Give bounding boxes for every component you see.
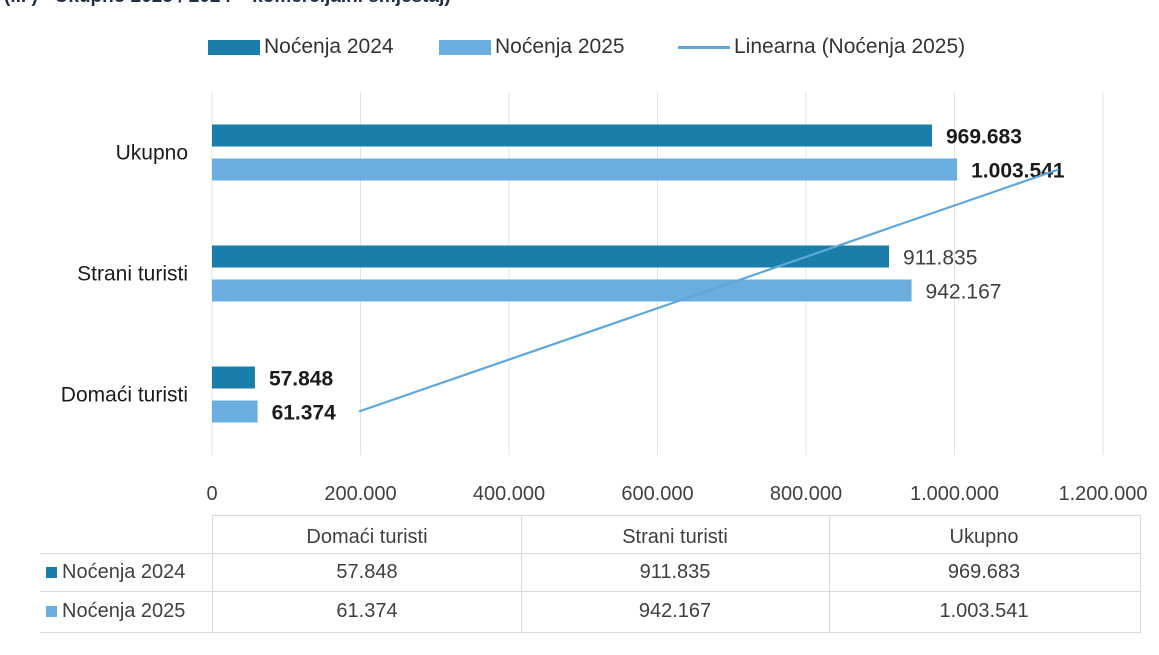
data-label: 1.003.541 xyxy=(971,160,1065,183)
data-label: 942.167 xyxy=(926,281,1002,304)
table-row: Noćenja 2025 61.374 942.167 1.003.541 xyxy=(0,593,1159,629)
legend-item-2024: Noćenja 2024 xyxy=(208,32,394,62)
table-row-border-1 xyxy=(40,553,1140,554)
bar xyxy=(212,400,258,423)
x-tick-label: 1.200.000 xyxy=(1059,483,1148,505)
legend-item-2025: Noćenja 2025 xyxy=(439,32,625,62)
data-label: 57.848 xyxy=(269,368,334,391)
table-top-border xyxy=(212,515,1140,516)
table-row: Noćenja 2024 57.848 911.835 969.683 xyxy=(0,554,1159,590)
table-cell: 1.003.541 xyxy=(939,600,1029,622)
table-cell: 969.683 xyxy=(947,561,1021,583)
table-row-label: Noćenja 2025 xyxy=(46,593,185,629)
table-row-border-3 xyxy=(40,632,1140,633)
legend-item-trendline: Linearna (Noćenja 2025) xyxy=(678,32,965,62)
table-cell: 942.167 xyxy=(638,600,712,622)
bar xyxy=(212,279,912,302)
category-label: Strani turisti xyxy=(77,263,188,286)
table-header-row: Domaći turisti Strani turisti Ukupno xyxy=(0,519,1159,555)
bar xyxy=(212,124,932,147)
legend-label-2024: Noćenja 2024 xyxy=(264,35,394,58)
chart-legend: Noćenja 2024 Noćenja 2025 Linearna (Noće… xyxy=(0,32,1159,62)
category-label: Ukupno xyxy=(116,142,188,165)
table-cell: 911.835 xyxy=(639,561,711,583)
table-divider-0 xyxy=(212,515,213,633)
x-tick-label: 400.000 xyxy=(473,483,545,505)
table-key-2024 xyxy=(46,566,57,578)
table-divider-1 xyxy=(521,515,522,633)
legend-swatch-2024 xyxy=(208,39,260,55)
legend-line-trendline xyxy=(678,45,730,49)
data-label: 911.835 xyxy=(903,247,977,270)
table-divider-2 xyxy=(829,515,830,633)
table-row-border-2 xyxy=(40,591,1140,592)
data-label: 969.683 xyxy=(946,126,1022,149)
table-header-strani: Strani turisti xyxy=(622,526,728,548)
legend-swatch-2025 xyxy=(439,39,491,55)
table-header-domaci: Domaći turisti xyxy=(306,526,428,548)
data-table: Domaći turisti Strani turisti Ukupno Noć… xyxy=(0,515,1159,650)
x-tick-label: 800.000 xyxy=(770,483,842,505)
data-label: 61.374 xyxy=(272,402,337,425)
chart-title-cut: (... ) - Ukupno 2025 / 2024 – komercijal… xyxy=(4,0,451,8)
table-row-label: Noćenja 2024 xyxy=(46,554,185,590)
x-tick-label: 0 xyxy=(206,483,217,505)
category-label: Domaći turisti xyxy=(61,384,188,407)
x-tick-label: 600.000 xyxy=(621,483,693,505)
bar xyxy=(212,366,255,389)
table-key-2025 xyxy=(46,605,57,617)
table-divider-3 xyxy=(1140,515,1141,633)
table-header-ukupno: Ukupno xyxy=(949,526,1019,548)
table-cell: 57.848 xyxy=(336,561,398,583)
bar xyxy=(212,158,958,181)
bar xyxy=(212,245,890,268)
table-row-label-text: Noćenja 2025 xyxy=(62,600,186,622)
x-tick-label: 1.000.000 xyxy=(910,483,999,505)
table-cell: 61.374 xyxy=(336,600,398,622)
table-row-label-text: Noćenja 2024 xyxy=(62,561,186,583)
x-tick-label: 200.000 xyxy=(324,483,396,505)
trendline xyxy=(358,168,1059,413)
legend-label-trendline: Linearna (Noćenja 2025) xyxy=(734,35,966,58)
legend-label-2025: Noćenja 2025 xyxy=(495,35,625,58)
bar-chart: 0 200.000 400.000 600.000 800.000 1.000.000 1.… xyxy=(61,92,1148,505)
